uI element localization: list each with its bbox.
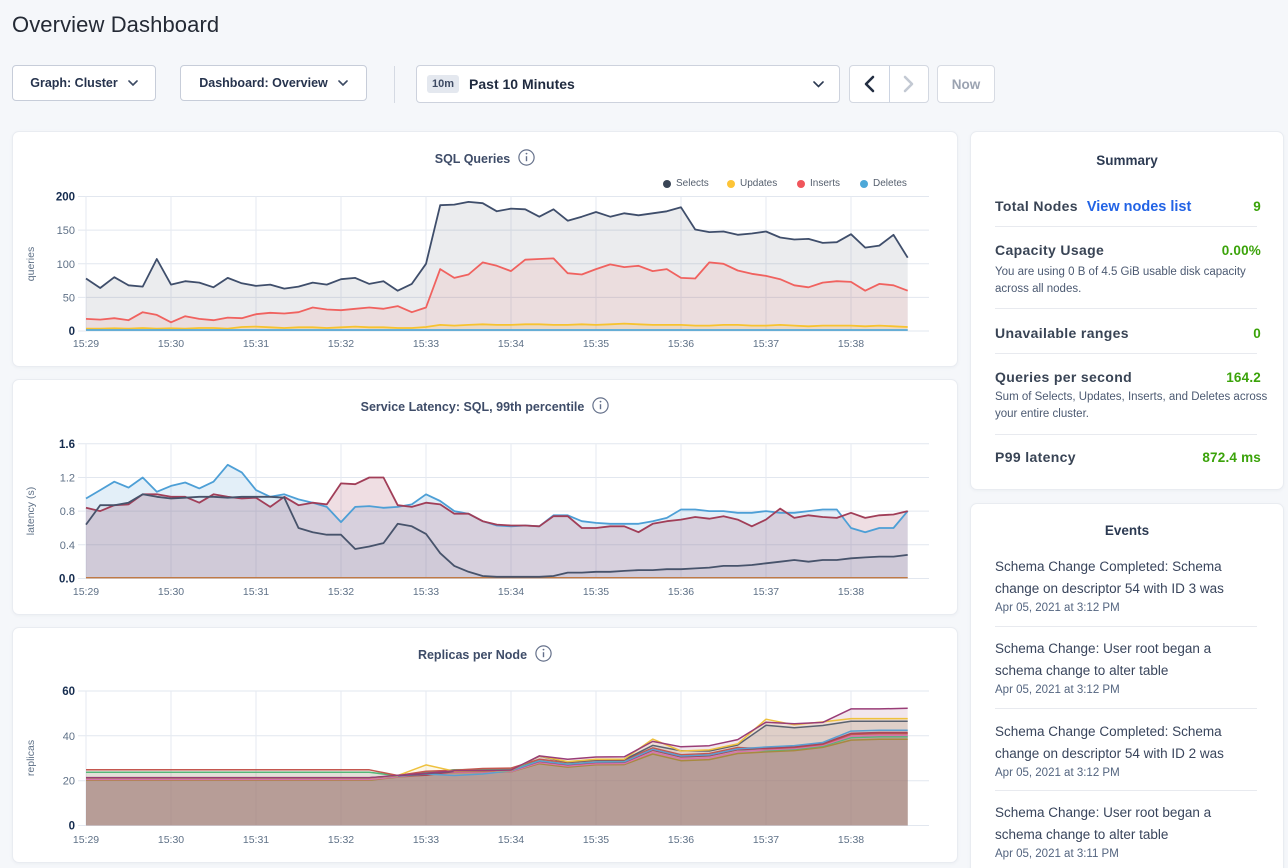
svg-text:15:31: 15:31: [243, 834, 269, 846]
svg-text:15:38: 15:38: [838, 834, 864, 846]
svg-text:15:29: 15:29: [73, 834, 99, 846]
svg-text:15:35: 15:35: [583, 586, 609, 598]
svg-text:15:37: 15:37: [753, 338, 779, 350]
svg-text:15:38: 15:38: [838, 586, 864, 598]
svg-text:0: 0: [69, 326, 75, 338]
svg-text:15:30: 15:30: [158, 338, 184, 350]
svg-text:100: 100: [57, 259, 75, 271]
svg-text:latency (s): latency (s): [25, 487, 37, 535]
svg-text:20: 20: [63, 776, 75, 788]
svg-text:15:32: 15:32: [328, 834, 354, 846]
svg-text:15:32: 15:32: [328, 338, 354, 350]
svg-text:50: 50: [63, 292, 75, 304]
svg-text:1.2: 1.2: [60, 473, 75, 485]
svg-text:60: 60: [62, 686, 75, 698]
svg-text:15:30: 15:30: [158, 834, 184, 846]
svg-text:15:33: 15:33: [413, 586, 439, 598]
svg-text:15:35: 15:35: [583, 338, 609, 350]
svg-text:15:37: 15:37: [753, 834, 779, 846]
svg-text:15:38: 15:38: [838, 338, 864, 350]
svg-text:1.6: 1.6: [59, 439, 75, 451]
svg-text:15:29: 15:29: [73, 338, 99, 350]
svg-text:15:36: 15:36: [668, 338, 694, 350]
svg-text:0: 0: [69, 821, 75, 833]
svg-text:15:31: 15:31: [243, 586, 269, 598]
svg-text:0.0: 0.0: [59, 574, 75, 586]
svg-text:15:30: 15:30: [158, 586, 184, 598]
svg-text:15:34: 15:34: [498, 834, 524, 846]
svg-text:queries: queries: [25, 247, 37, 281]
svg-text:15:31: 15:31: [243, 338, 269, 350]
svg-text:0.4: 0.4: [60, 540, 75, 552]
svg-text:15:34: 15:34: [498, 586, 524, 598]
svg-text:replicas: replicas: [25, 740, 37, 776]
svg-text:15:33: 15:33: [413, 834, 439, 846]
svg-text:15:36: 15:36: [668, 586, 694, 598]
svg-text:150: 150: [57, 225, 75, 237]
svg-text:0.8: 0.8: [60, 506, 75, 518]
svg-text:15:34: 15:34: [498, 338, 524, 350]
svg-text:200: 200: [56, 192, 75, 204]
svg-text:15:33: 15:33: [413, 338, 439, 350]
svg-text:40: 40: [63, 731, 75, 743]
svg-text:15:35: 15:35: [583, 834, 609, 846]
svg-text:15:36: 15:36: [668, 834, 694, 846]
svg-text:15:29: 15:29: [73, 586, 99, 598]
svg-text:15:37: 15:37: [753, 586, 779, 598]
svg-text:15:32: 15:32: [328, 586, 354, 598]
